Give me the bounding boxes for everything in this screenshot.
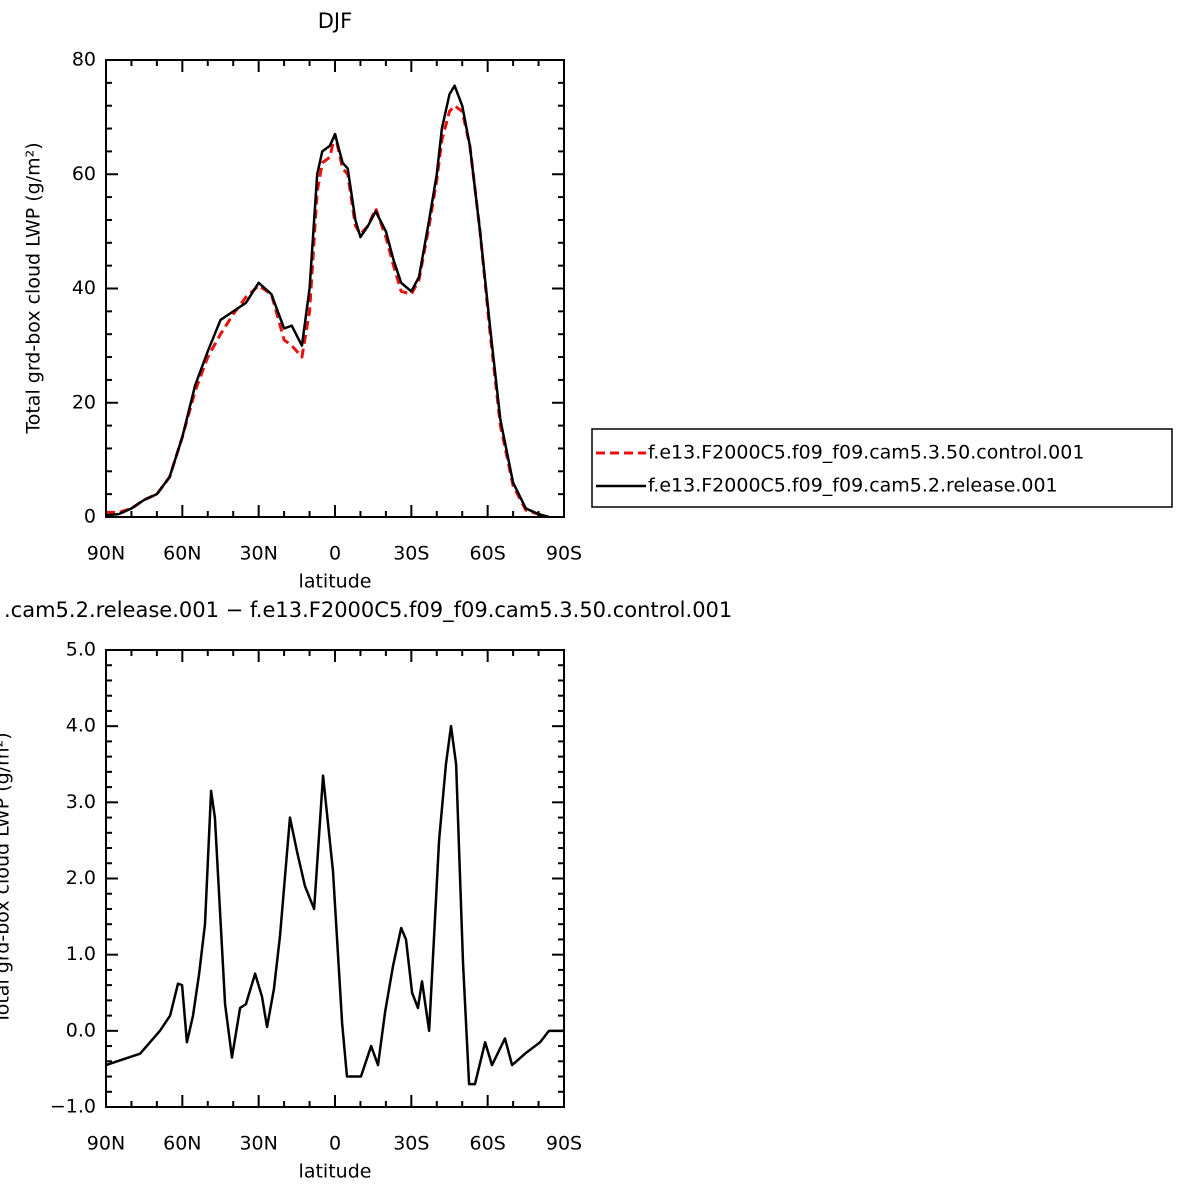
legend-box: [591, 428, 1173, 508]
plot-frame: [105, 649, 565, 1108]
y-axis-label: Total grd-box cloud LWP (g/m²): [0, 732, 14, 1024]
y-tick-label: 3.0: [66, 791, 96, 813]
x-tick-label: 60S: [470, 1133, 506, 1155]
y-tick-label: 0.0: [66, 1019, 96, 1041]
y-tick-label: −1.0: [50, 1096, 96, 1118]
chart-title: .cam5.2.release.001 − f.e13.F2000C5.f09_…: [4, 598, 732, 623]
x-tick-label: 60N: [163, 1133, 201, 1155]
x-tick-label: 60N: [163, 543, 201, 565]
legend-label: f.e13.F2000C5.f09_f09.cam5.3.50.control.…: [648, 442, 1084, 464]
chart-title: DJF: [318, 9, 352, 33]
y-tick-label: 5.0: [66, 639, 96, 661]
x-axis-label: latitude: [299, 1161, 372, 1183]
y-tick-label: 0: [84, 506, 96, 528]
y-tick-label: 4.0: [66, 715, 96, 737]
x-tick-label: 30S: [393, 543, 429, 565]
x-tick-label: 30N: [239, 1133, 277, 1155]
x-tick-label: 0: [329, 543, 341, 565]
x-tick-label: 90N: [87, 543, 125, 565]
y-tick-label: 40: [72, 277, 96, 299]
y-tick-label: 60: [72, 163, 96, 185]
y-tick-label: 1.0: [66, 943, 96, 965]
x-tick-label: 90S: [546, 1133, 582, 1155]
x-axis-label: latitude: [299, 571, 372, 593]
x-tick-label: 0: [329, 1133, 341, 1155]
x-tick-label: 30N: [239, 543, 277, 565]
legend-label: f.e13.F2000C5.f09_f09.cam5.2.release.001: [648, 475, 1058, 497]
plot-frame: [105, 59, 565, 518]
y-tick-label: 80: [72, 49, 96, 71]
data-line: [106, 104, 550, 517]
x-tick-label: 60S: [470, 543, 506, 565]
y-tick-label: 20: [72, 391, 96, 413]
y-axis-label: Total grd-box cloud LWP (g/m²): [23, 142, 45, 434]
x-tick-label: 30S: [393, 1133, 429, 1155]
data-line: [106, 724, 564, 1086]
y-tick-label: 2.0: [66, 867, 96, 889]
x-tick-label: 90S: [546, 543, 582, 565]
x-tick-label: 90N: [87, 1133, 125, 1155]
data-line: [106, 84, 550, 517]
